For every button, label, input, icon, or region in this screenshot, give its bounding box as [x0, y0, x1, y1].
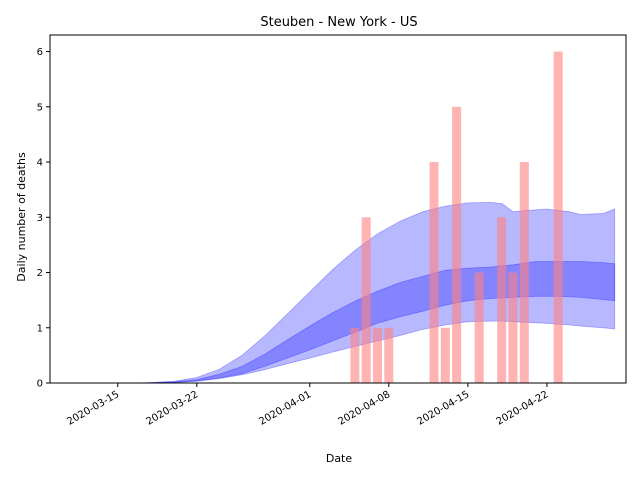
x-tick-label: 2020-04-08 — [336, 389, 392, 428]
y-axis-label: Daily number of deaths — [15, 152, 28, 282]
deaths-bar — [452, 106, 462, 384]
daily-deaths-bars — [350, 51, 563, 384]
y-tick-label: 3 — [37, 213, 43, 224]
x-tick-label: 2020-04-01 — [257, 389, 313, 428]
deaths-bar — [497, 217, 507, 383]
deaths-bar — [508, 272, 518, 383]
deaths-bar — [361, 217, 371, 383]
y-tick-label: 4 — [37, 158, 43, 169]
plot-frame — [49, 34, 627, 384]
y-tick-label: 2 — [37, 268, 43, 279]
deaths-bar — [519, 162, 529, 383]
x-tick-label: 2020-03-22 — [144, 389, 200, 428]
deaths-bar — [350, 327, 360, 383]
y-tick-label: 0 — [37, 379, 43, 390]
projection-bands — [140, 201, 616, 384]
x-tick-label: 2020-03-15 — [65, 389, 121, 428]
y-tick-label: 5 — [37, 102, 43, 113]
deaths-bar — [440, 327, 450, 383]
x-axis-label: Date — [326, 452, 353, 465]
deaths-bar — [553, 51, 563, 383]
deaths-bar — [429, 162, 439, 383]
x-tick-label: 2020-04-15 — [416, 389, 472, 428]
y-axis: 0 1 2 3 4 5 6 — [37, 47, 50, 390]
deaths-bar — [373, 327, 382, 383]
outer-band — [140, 201, 616, 384]
chart-title: Steuben - New York - US — [260, 15, 417, 30]
deaths-bar — [474, 272, 484, 383]
y-tick-label: 6 — [37, 47, 43, 58]
deaths-bar — [384, 327, 394, 383]
x-tick-label: 2020-04-22 — [495, 389, 551, 428]
x-axis: 2020-03-15 2020-03-22 2020-04-01 2020-04-08… — [65, 383, 550, 428]
y-tick-label: 1 — [37, 323, 43, 334]
inner-band — [140, 261, 616, 384]
